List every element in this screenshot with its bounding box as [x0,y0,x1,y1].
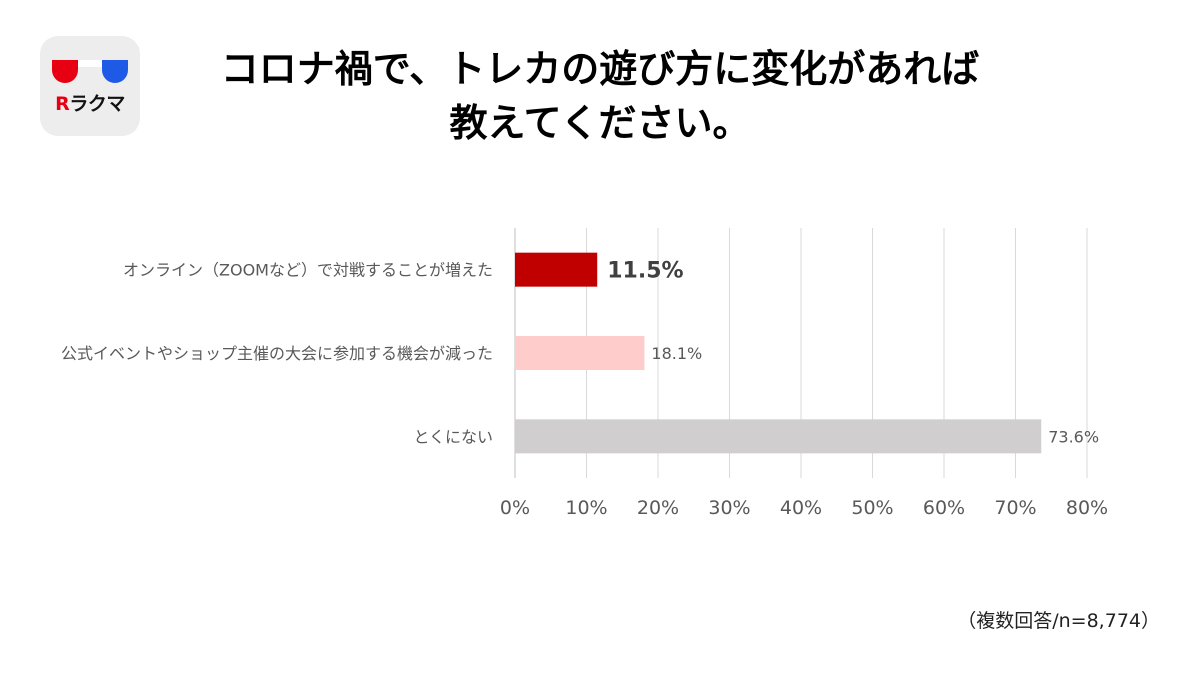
x-tick-label: 40% [780,497,822,519]
logo-text: ラクマ [69,93,125,115]
logo-bridge [78,60,102,67]
bar [515,419,1042,454]
data-label: 18.1% [651,344,702,363]
sample-footnote: （複数回答/n=8,774） [957,610,1160,632]
x-tick-label: 30% [708,497,750,519]
logo-r-mark: R [55,93,70,115]
x-tick-label: 50% [851,497,893,519]
x-tick-label: 60% [923,497,965,519]
x-tick-label: 10% [565,497,607,519]
category-label: とくにない [413,427,493,446]
x-tick-label: 20% [637,497,679,519]
logo-left-lens [52,60,78,83]
data-label: 73.6% [1048,427,1099,446]
data-label: 11.5% [607,259,683,284]
rakuma-logo: Rラクマ [40,36,140,136]
x-tick-label: 80% [1066,497,1108,519]
category-label: 公式イベントやショップ主催の大会に参加する機会が減った [61,344,493,363]
logo-wordmark: Rラクマ [40,89,140,116]
x-tick-label: 70% [994,497,1036,519]
page-title: コロナ禍で、トレカの遊び方に変化があれば 教えてください。 [160,42,1040,150]
bar [515,336,645,370]
category-label: オンライン（ZOOMなど）で対戦することが増えた [123,261,493,280]
logo-right-lens [102,60,128,83]
title-line-1: コロナ禍で、トレカの遊び方に変化があれば [220,47,980,91]
bar [515,252,598,287]
x-tick-label: 0% [500,497,530,519]
title-line-2: 教えてください。 [449,101,751,145]
